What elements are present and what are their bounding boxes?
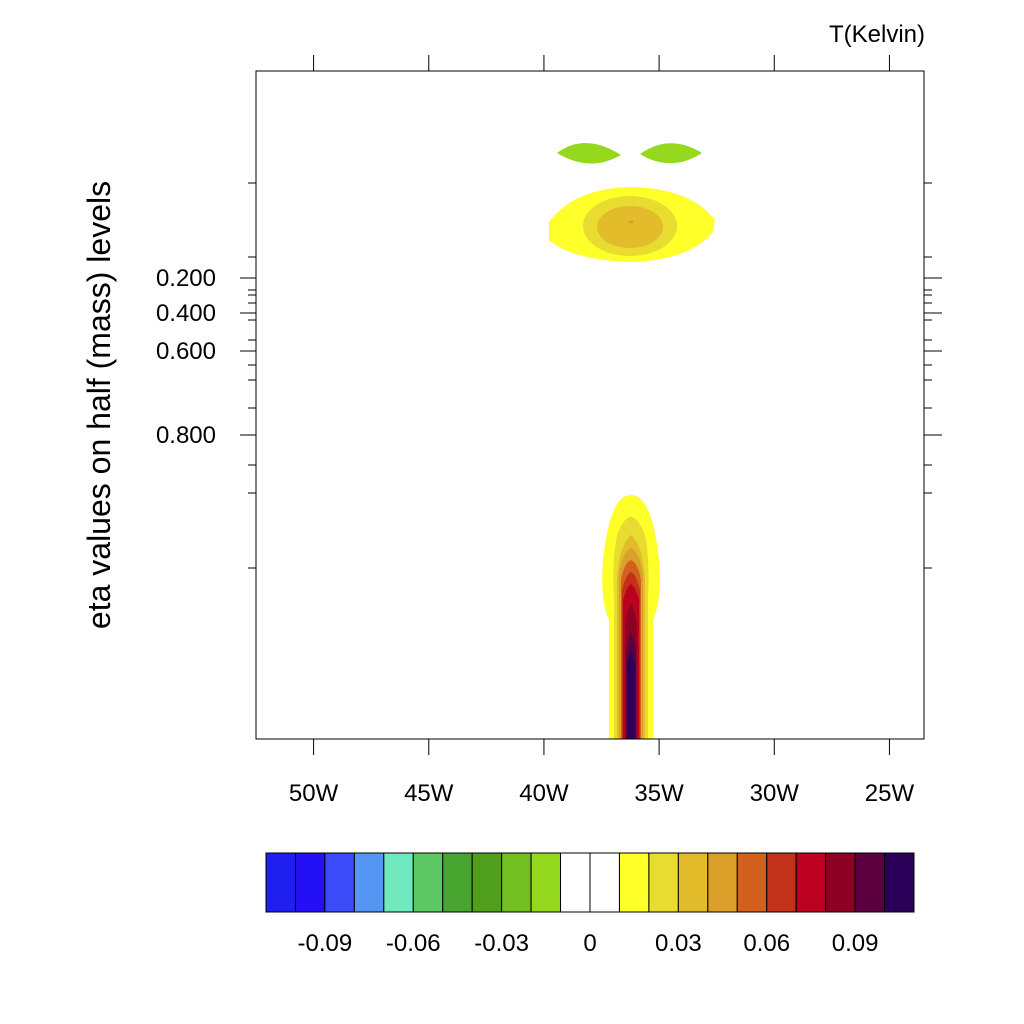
contour-fills bbox=[549, 142, 715, 739]
colorbar-box-10 bbox=[560, 852, 591, 913]
y-tick-label-1: 0.400 bbox=[156, 300, 216, 327]
upper-left-negative-lobe bbox=[557, 142, 621, 164]
x-tick-label-3: 35W bbox=[634, 780, 684, 807]
colorbar-box-2 bbox=[324, 852, 355, 913]
x-tick-label-5: 25W bbox=[865, 780, 915, 807]
colorbar-box-0 bbox=[265, 852, 296, 913]
colorbar-label-1: -0.06 bbox=[386, 930, 441, 957]
colorbar-box-13 bbox=[648, 852, 679, 913]
colorbar-label-6: 0.09 bbox=[832, 930, 879, 957]
colorbar-box-9 bbox=[530, 852, 562, 913]
colorbar-box-20 bbox=[854, 852, 886, 913]
colorbar-box-19 bbox=[825, 852, 856, 913]
plot-frame bbox=[255, 70, 925, 740]
colorbar-box-17 bbox=[766, 852, 797, 913]
colorbar-box-1 bbox=[294, 852, 326, 913]
lower-plume-core bbox=[627, 650, 635, 739]
colorbar-label-2: -0.03 bbox=[474, 930, 529, 957]
y-axis-label: eta values on half (mass) levels bbox=[81, 181, 117, 629]
colorbar-box-4 bbox=[383, 852, 414, 913]
y-tick-label-0: 0.200 bbox=[156, 265, 216, 292]
colorbar-label-0: -0.09 bbox=[298, 930, 353, 957]
colorbar-label-3: 0 bbox=[583, 930, 596, 957]
colorbar-box-8 bbox=[501, 852, 532, 913]
y-tick-label-2: 0.600 bbox=[156, 338, 216, 365]
colorbar-box-16 bbox=[736, 852, 768, 913]
colorbar-label-5: 0.06 bbox=[743, 930, 790, 957]
colorbar-box-15 bbox=[707, 852, 738, 913]
colorbar-box-6 bbox=[442, 852, 473, 913]
colorbar: -0.09 -0.06 -0.03 0 0.03 0.06 0.09 bbox=[265, 852, 915, 957]
x-tick-label-2: 40W bbox=[519, 780, 569, 807]
colorbar-box-7 bbox=[471, 852, 503, 913]
x-axis: 50W 45W 40W 35W 30W 25W bbox=[289, 55, 915, 807]
colorbar-box-14 bbox=[677, 852, 709, 913]
colorbar-box-18 bbox=[795, 852, 827, 913]
x-tick-label-4: 30W bbox=[750, 780, 800, 807]
colorbar-box-5 bbox=[412, 852, 444, 913]
upper-right-negative-lobe bbox=[640, 143, 702, 164]
y-tick-label-3: 0.800 bbox=[156, 422, 216, 449]
upper-positive-level-3 bbox=[597, 206, 663, 248]
colorbar-box-12 bbox=[618, 852, 650, 913]
y-axis: 0.200 0.400 0.600 0.800 bbox=[156, 182, 942, 569]
x-tick-label-1: 45W bbox=[404, 780, 454, 807]
colorbar-box-3 bbox=[353, 852, 385, 913]
upper-positive-core bbox=[628, 220, 634, 224]
colorbar-box-21 bbox=[884, 852, 915, 913]
x-tick-label-0: 50W bbox=[289, 780, 339, 807]
colorbar-label-4: 0.03 bbox=[655, 930, 702, 957]
colorbar-box-11 bbox=[589, 852, 620, 913]
units-label: T(Kelvin) bbox=[829, 21, 925, 48]
